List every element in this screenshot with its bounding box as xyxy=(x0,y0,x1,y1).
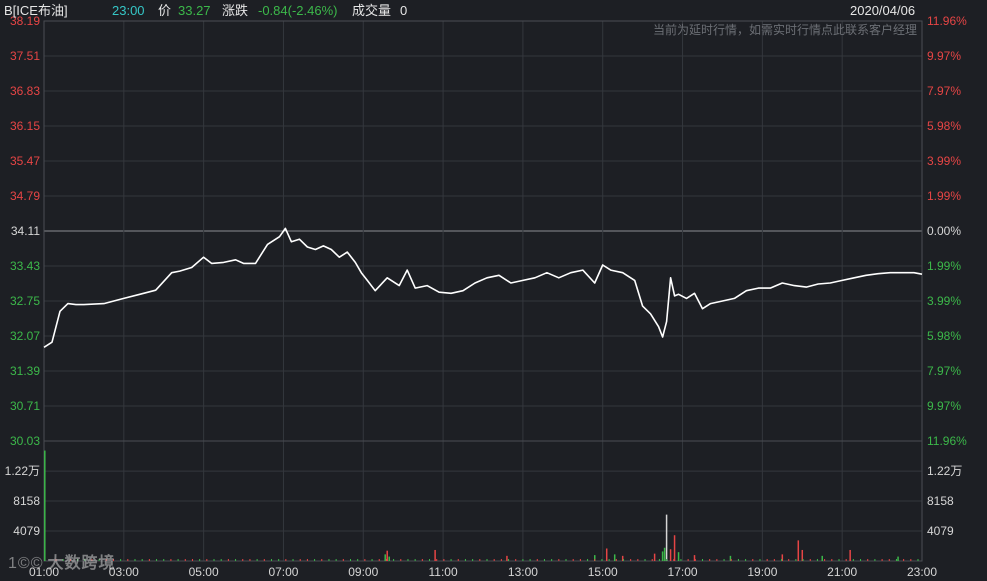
pct-tick-label: 7.97% xyxy=(927,84,961,98)
pct-tick-label: 9.97% xyxy=(927,399,961,413)
price-tick-label: 34.79 xyxy=(10,189,40,203)
price-tick-label: 37.51 xyxy=(10,49,40,63)
time-tick-label: 11:00 xyxy=(429,565,458,579)
price-tick-label: 30.71 xyxy=(10,399,40,413)
price-label: 价 xyxy=(158,3,172,18)
price-tick-label: 32.07 xyxy=(10,329,40,343)
quote-time: 23:00 xyxy=(112,3,145,18)
change-value: -0.84(-2.46%) xyxy=(258,3,338,18)
pct-tick-label: 11.96% xyxy=(927,434,967,448)
axis-ticks: 38.19 11.96% 37.51 9.97% 36.83 7.97% 36.15 5.98… xyxy=(5,14,967,579)
time-tick-label: 13:00 xyxy=(508,565,538,579)
price-tick-label: 36.15 xyxy=(10,119,40,133)
watermark-logo: 1©© xyxy=(8,555,44,572)
price-tick-label: 33.43 xyxy=(10,259,40,273)
price-tick-label: 34.11 xyxy=(11,224,40,238)
pct-tick-label: 0.00% xyxy=(927,224,961,238)
volume-tick-label: 4079 xyxy=(927,524,954,538)
pct-tick-label: 9.97% xyxy=(927,49,961,63)
price-tick-label: 32.75 xyxy=(10,294,40,308)
time-tick-label: 15:00 xyxy=(588,565,618,579)
time-tick-label: 03:00 xyxy=(109,565,139,579)
price-tick-label: 30.03 xyxy=(10,434,40,448)
time-tick-label: 07:00 xyxy=(268,565,298,579)
pct-tick-label: 5.98% xyxy=(927,329,961,343)
grid-lines xyxy=(43,20,923,562)
change-label: 涨跌 xyxy=(222,3,249,18)
pct-tick-label: 1.99% xyxy=(927,189,961,203)
symbol-label: B[ICE布油] xyxy=(4,3,68,18)
time-tick-label: 21:00 xyxy=(827,565,857,579)
volume-tick-label: 1.22万 xyxy=(927,464,962,478)
volume-value: 0 xyxy=(400,3,408,18)
quote-header: B[ICE布油] 23:00 价 33.27 涨跌 -0.84(-2.46%) … xyxy=(0,0,987,22)
price-line xyxy=(43,227,923,348)
time-tick-label: 19:00 xyxy=(747,565,777,579)
pct-tick-label: 3.99% xyxy=(927,294,961,308)
time-tick-label: 23:00 xyxy=(907,565,937,579)
pct-tick-label: 7.97% xyxy=(927,364,961,378)
price-tick-label: 35.47 xyxy=(10,154,40,168)
volume-tick-label: 8158 xyxy=(13,494,40,508)
price-value: 33.27 xyxy=(178,3,211,18)
time-tick-label: 17:00 xyxy=(668,565,698,579)
watermark-text: 大数跨境 xyxy=(47,555,116,572)
pct-tick-label: 1.99% xyxy=(927,259,961,273)
volume-label: 成交量 xyxy=(352,3,392,18)
delay-notice-link[interactable]: 当前为延时行情，如需实时行情点此联系客户经理 xyxy=(652,23,917,37)
pct-tick-label: 3.99% xyxy=(927,154,961,168)
pct-tick-label: 11.96% xyxy=(927,14,967,28)
price-tick-label: 31.39 xyxy=(10,364,40,378)
watermark: 1©© 大数跨境 xyxy=(8,549,116,573)
date-label: 2020/04/06 xyxy=(850,3,916,18)
time-tick-label: 09:00 xyxy=(348,565,378,579)
volume-tick-label: 8158 xyxy=(927,494,954,508)
volume-tick-label: 1.22万 xyxy=(5,464,40,478)
time-tick-label: 05:00 xyxy=(189,565,219,579)
price-tick-label: 38.19 xyxy=(10,14,40,28)
pct-tick-label: 5.98% xyxy=(927,119,961,133)
price-tick-label: 36.83 xyxy=(10,84,40,98)
time-tick-label: 01:00 xyxy=(29,565,59,579)
plot-frame xyxy=(43,20,923,562)
volume-bars xyxy=(44,450,919,561)
volume-tick-label: 4079 xyxy=(13,524,40,538)
